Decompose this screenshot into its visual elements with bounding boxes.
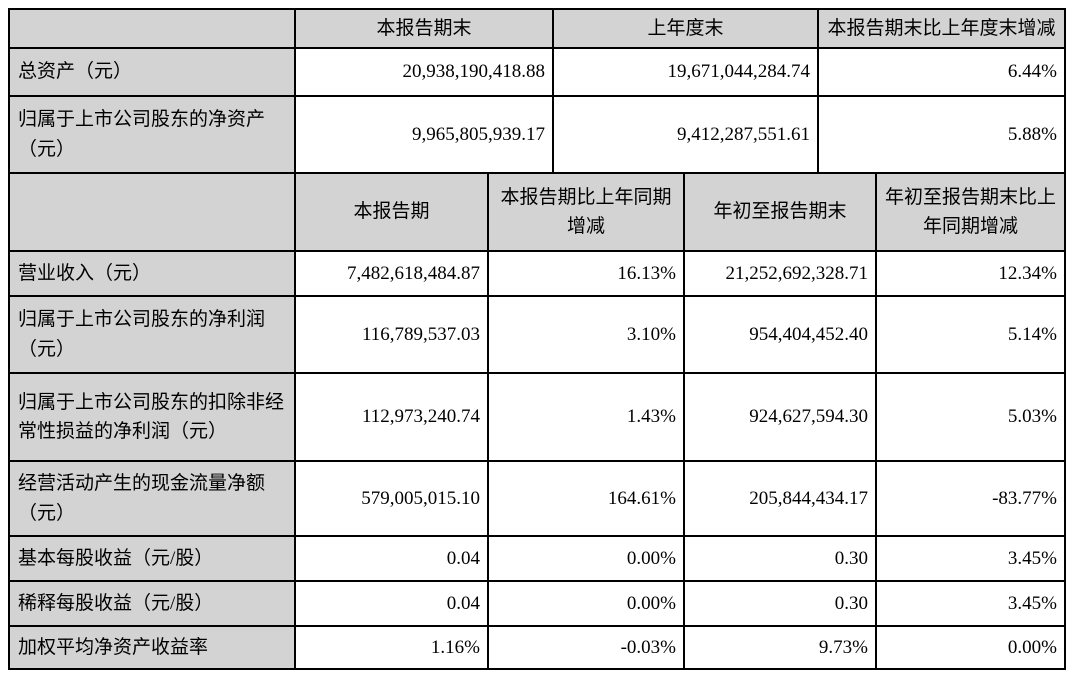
cell-value: 205,844,434.17 — [683, 460, 877, 537]
cell-value: 3.45% — [875, 580, 1066, 627]
cell-value: 116,789,537.03 — [294, 295, 489, 374]
column-header-change-vs-prior-year-end: 本报告期末比上年度末增减 — [817, 8, 1066, 49]
cell-value: 20,938,190,418.88 — [294, 47, 554, 97]
cell-value: -0.03% — [487, 625, 685, 670]
row-label-diluted-eps: 稀释每股收益（元/股） — [8, 580, 296, 627]
cell-value: 112,973,240.74 — [294, 372, 489, 462]
row-label-net-assets: 归属于上市公司股东的净资产（元） — [8, 95, 296, 174]
reporting-period-section: 本报告期 本报告期比上年同期增减 年初至报告期末 年初至报告期末比上年同期增减 … — [8, 172, 1066, 670]
cell-value: -83.77% — [875, 460, 1066, 537]
row-label-total-assets: 总资产（元） — [8, 47, 296, 97]
row-label-operating-revenue: 营业收入（元） — [8, 250, 296, 297]
column-header-ytd-change-vs-same-period: 年初至报告期末比上年同期增减 — [875, 172, 1066, 252]
cell-value: 1.43% — [487, 372, 685, 462]
table-row: 基本每股收益（元/股） 0.04 0.00% 0.30 3.45% — [8, 535, 1066, 582]
row-label-weighted-avg-roe: 加权平均净资产收益率 — [8, 625, 296, 670]
cell-value: 7,482,618,484.87 — [294, 250, 489, 297]
table-row: 归属于上市公司股东的净资产（元） 9,965,805,939.17 9,412,… — [8, 95, 1066, 174]
table-row: 本报告期 本报告期比上年同期增减 年初至报告期末 年初至报告期末比上年同期增减 — [8, 172, 1066, 252]
cell-value: 5.03% — [875, 372, 1066, 462]
cell-value: 6.44% — [817, 47, 1066, 97]
row-label-operating-cash-flow: 经营活动产生的现金流量净额（元） — [8, 460, 296, 537]
cell-value: 9.73% — [683, 625, 877, 670]
cell-value: 19,671,044,284.74 — [552, 47, 819, 97]
row-label-basic-eps: 基本每股收益（元/股） — [8, 535, 296, 582]
cell-value: 0.00% — [875, 625, 1066, 670]
table-row: 归属于上市公司股东的净利润（元） 116,789,537.03 3.10% 95… — [8, 295, 1066, 374]
cell-value: 12.34% — [875, 250, 1066, 297]
table-row: 经营活动产生的现金流量净额（元） 579,005,015.10 164.61% … — [8, 460, 1066, 537]
cell-value: 164.61% — [487, 460, 685, 537]
cell-value: 924,627,594.30 — [683, 372, 877, 462]
cell-value: 5.14% — [875, 295, 1066, 374]
cell-value: 9,412,287,551.61 — [552, 95, 819, 174]
cell-value: 0.30 — [683, 580, 877, 627]
cell-value: 16.13% — [487, 250, 685, 297]
financial-summary-table: 本报告期末 上年度末 本报告期末比上年度末增减 总资产（元） 20,938,19… — [8, 8, 1066, 670]
corner-cell — [8, 8, 296, 49]
cell-value: 1.16% — [294, 625, 489, 670]
cell-value: 579,005,015.10 — [294, 460, 489, 537]
column-header-change-vs-same-period: 本报告期比上年同期增减 — [487, 172, 685, 252]
row-label-net-profit: 归属于上市公司股东的净利润（元） — [8, 295, 296, 374]
column-header-year-to-date: 年初至报告期末 — [683, 172, 877, 252]
table-row: 营业收入（元） 7,482,618,484.87 16.13% 21,252,6… — [8, 250, 1066, 297]
table-row: 总资产（元） 20,938,190,418.88 19,671,044,284.… — [8, 47, 1066, 97]
row-label-net-profit-excl-nonrecurring: 归属于上市公司股东的扣除非经常性损益的净利润（元） — [8, 372, 296, 462]
column-header-current-period-end: 本报告期末 — [294, 8, 554, 49]
cell-value: 0.00% — [487, 535, 685, 582]
period-end-section: 本报告期末 上年度末 本报告期末比上年度末增减 总资产（元） 20,938,19… — [8, 8, 1066, 174]
cell-value: 3.10% — [487, 295, 685, 374]
cell-value: 0.30 — [683, 535, 877, 582]
cell-value: 0.00% — [487, 580, 685, 627]
table-row: 归属于上市公司股东的扣除非经常性损益的净利润（元） 112,973,240.74… — [8, 372, 1066, 462]
cell-value: 21,252,692,328.71 — [683, 250, 877, 297]
cell-value: 9,965,805,939.17 — [294, 95, 554, 174]
column-header-current-period: 本报告期 — [294, 172, 489, 252]
table-row: 加权平均净资产收益率 1.16% -0.03% 9.73% 0.00% — [8, 625, 1066, 670]
cell-value: 0.04 — [294, 535, 489, 582]
table-row: 本报告期末 上年度末 本报告期末比上年度末增减 — [8, 8, 1066, 49]
cell-value: 0.04 — [294, 580, 489, 627]
column-header-prior-year-end: 上年度末 — [552, 8, 819, 49]
cell-value: 3.45% — [875, 535, 1066, 582]
table-row: 稀释每股收益（元/股） 0.04 0.00% 0.30 3.45% — [8, 580, 1066, 627]
cell-value: 954,404,452.40 — [683, 295, 877, 374]
corner-cell — [8, 172, 296, 252]
cell-value: 5.88% — [817, 95, 1066, 174]
